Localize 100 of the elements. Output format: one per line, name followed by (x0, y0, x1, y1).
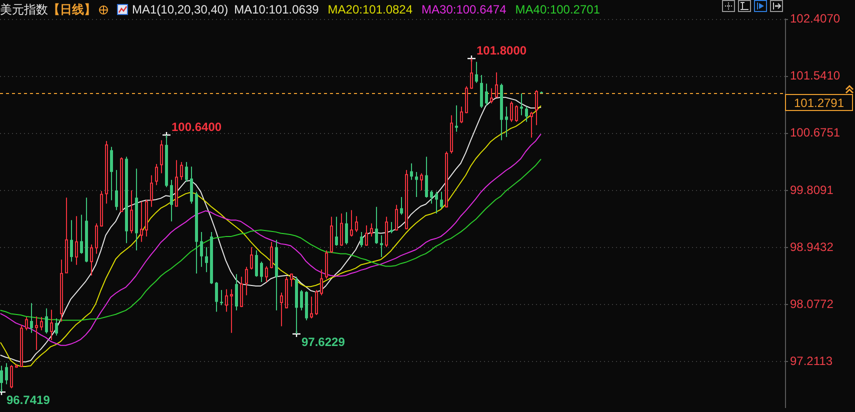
candlestick (90, 244, 93, 276)
text: MA20:101.0824 (328, 2, 413, 16)
legend-title: MA1(10,20,30,40) (132, 2, 228, 16)
candlestick (400, 196, 403, 216)
candlestick (70, 220, 73, 262)
candlestick (325, 250, 328, 280)
candlestick (350, 210, 353, 238)
candlestick (345, 212, 348, 245)
candlestick (385, 216, 388, 248)
candlestick (460, 106, 463, 124)
candlestick (115, 169, 118, 211)
annotation: 101.8000 (476, 44, 527, 58)
candlestick (185, 162, 188, 182)
candlestick (200, 231, 203, 268)
candlestick (375, 206, 378, 244)
candlestick (280, 292, 283, 327)
y-tick-label: 100.6751 (790, 126, 840, 140)
candlestick (45, 308, 48, 334)
candlestick (485, 83, 488, 106)
candlestick (490, 88, 493, 104)
text: MA30:100.6474 (422, 2, 507, 16)
candlestick (480, 74, 483, 108)
y-tick-label: 98.0772 (790, 297, 834, 311)
y-tick-label: 101.5410 (790, 68, 840, 83)
chart-subtitle: 【日线】 (48, 2, 96, 16)
candlestick (215, 282, 218, 312)
candlestick (520, 92, 523, 116)
candlestick (75, 216, 78, 266)
candlestick (335, 216, 338, 246)
text: MA40:100.2701 (515, 2, 600, 16)
candlestick (395, 204, 398, 232)
candlestick (140, 201, 143, 242)
ref-line-label: 101.2791 (794, 96, 844, 110)
candlestick (435, 191, 438, 214)
candlestick (130, 190, 133, 234)
candlestick (25, 316, 28, 331)
candlestick (230, 288, 233, 334)
chart-title: 美元指数 (0, 2, 48, 16)
candlestick (355, 216, 358, 232)
candlestick (310, 296, 313, 319)
candlestick (535, 90, 538, 126)
candlestick (525, 106, 528, 122)
candlestick (5, 362, 8, 385)
candlestick (315, 289, 318, 316)
annotation: 96.7419 (6, 393, 50, 408)
candlestick (170, 179, 173, 222)
candlestick (440, 191, 443, 209)
line-series (0, 134, 542, 346)
candlestick (380, 234, 383, 258)
candlestick (505, 106, 508, 138)
candlestick (360, 231, 363, 248)
candlestick (10, 364, 13, 389)
candlestick (155, 164, 158, 186)
candlestick (415, 171, 418, 198)
y-tick-label: 99.8091 (790, 182, 834, 197)
y-tick-label: 102.4070 (790, 12, 840, 26)
candlestick (250, 246, 253, 270)
candlestick (340, 212, 343, 246)
y-tick-label: 97.2113 (790, 354, 833, 368)
candlestick (160, 140, 163, 174)
candlestick (495, 72, 498, 98)
candlestick (180, 162, 183, 180)
candlestick (320, 269, 323, 296)
candlestick (95, 222, 98, 254)
candlestick (390, 222, 393, 234)
candlestick (40, 316, 43, 331)
annotation: 100.6400 (172, 120, 222, 134)
candlestick (265, 266, 268, 283)
candlestick (260, 261, 263, 283)
candlestick (50, 309, 53, 341)
candlestick (290, 272, 293, 288)
candlestick (80, 214, 83, 254)
text: MA10:101.0639 (234, 2, 320, 16)
candlestick (110, 146, 113, 201)
candlestick (270, 241, 273, 269)
candlestick (430, 190, 433, 204)
candlestick (55, 318, 58, 336)
candlestick (475, 61, 478, 84)
candlestick (35, 316, 38, 350)
candlestick (530, 111, 533, 138)
candlestick (205, 246, 208, 273)
candlestick (455, 104, 458, 132)
candlestick (300, 289, 303, 311)
candlestick (365, 224, 368, 246)
candlestick (410, 162, 413, 180)
annotation: 97.6229 (302, 334, 346, 349)
candlestick (245, 266, 248, 296)
candlestick (235, 274, 238, 311)
candlestick (30, 302, 33, 334)
candlestick (420, 172, 423, 191)
candlestick (515, 104, 518, 122)
candlestick (240, 276, 243, 308)
candlestick (255, 250, 258, 278)
candlestick (510, 100, 513, 122)
y-tick-label: 98.9432 (790, 240, 834, 254)
candlestick (150, 174, 153, 208)
candlestick (425, 156, 428, 198)
candlestick (225, 288, 228, 312)
candlestick (190, 166, 193, 204)
candlestick (370, 222, 373, 238)
